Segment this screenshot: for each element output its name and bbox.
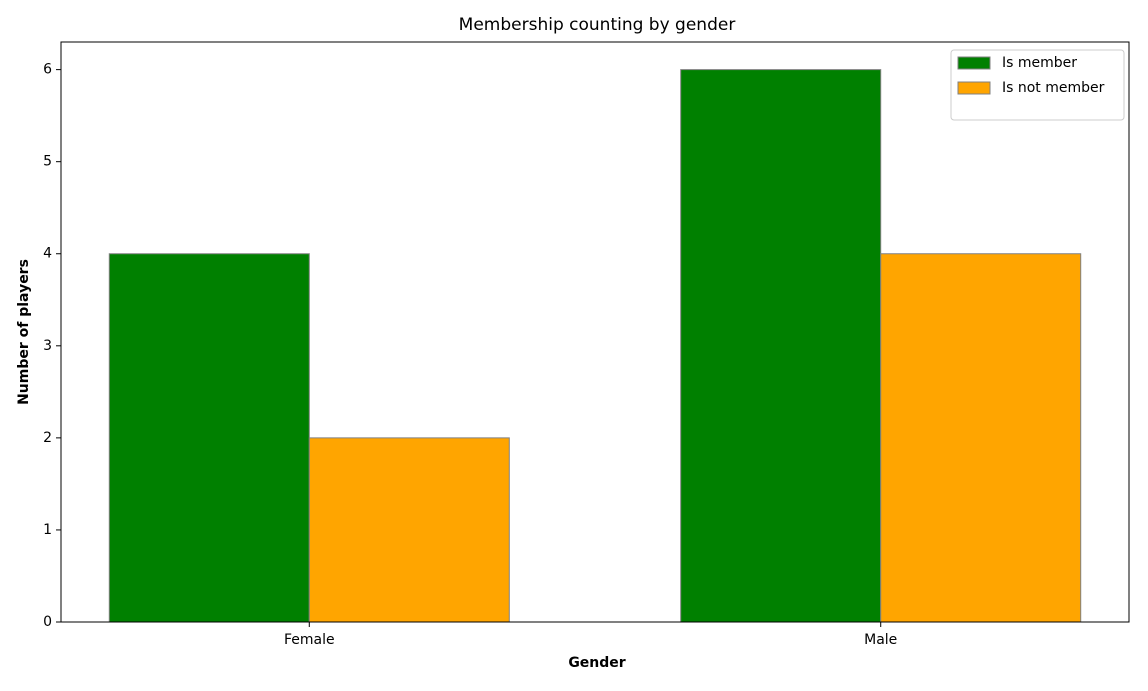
bar [680,69,882,623]
y-tick-label: 0 [43,614,52,630]
y-tick-label: 1 [43,522,52,538]
y-tick-label: 4 [43,246,52,262]
y-axis-label: Number of players [16,259,32,405]
y-tick-label: 2 [43,430,52,446]
legend-swatch [957,81,991,95]
chart-title: Membership counting by gender [459,15,736,35]
x-tick-label: Female [284,632,335,648]
bar [108,253,310,623]
y-tick-label: 5 [43,154,52,170]
y-tick-label: 3 [43,338,52,354]
bar [880,253,1082,623]
legend-label: Is member [1002,55,1077,71]
x-tick-label: Male [864,632,897,648]
x-axis-label: Gender [568,655,625,671]
legend-box [950,49,1125,121]
plot-frame [60,41,1130,623]
y-tick-label: 6 [43,62,52,78]
legend-label: Is not member [1002,80,1105,96]
bar [308,437,510,623]
legend-swatch [957,56,991,70]
